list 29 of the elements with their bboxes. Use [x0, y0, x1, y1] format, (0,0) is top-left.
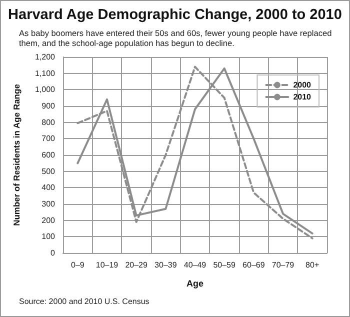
legend-label: 2000 [293, 80, 312, 90]
y-axis-title: Number of Residents in Age Range [12, 84, 22, 226]
y-tick-label: 0 [50, 248, 56, 258]
y-tick-label: 200 [42, 216, 56, 225]
y-tick-label: 800 [42, 118, 56, 127]
x-tick-label: 30–39 [154, 260, 178, 270]
y-tick-label: 600 [42, 150, 56, 160]
y-tick-label: 300 [42, 200, 56, 208]
y-tick-label: 500 [42, 166, 56, 176]
y-tick-label: 1,100 [34, 68, 56, 78]
y-tick-label: 900 [42, 102, 56, 110]
y-tick-label: 1,000 [34, 85, 56, 94]
x-tick-label: 20–29 [125, 260, 148, 270]
x-tick-label: 40–49 [184, 260, 207, 270]
x-tick-label: 0–9 [70, 260, 85, 270]
y-tick-label: 1,200 [34, 52, 56, 62]
x-axis-title: Age [186, 278, 204, 288]
x-tick-label: 70–79 [272, 260, 295, 270]
x-tick-label: 80+ [306, 260, 320, 270]
y-tick-label: 400 [42, 183, 56, 192]
legend-label: 2010 [293, 92, 312, 102]
source-note: Source: 2000 and 2010 U.S. Census [19, 297, 150, 306]
chart-subtitle: As baby boomers have entered their 50s and 60s, fewer young people have replaced them, and the school-age population has begun to decline. [19, 28, 333, 48]
y-tick-label: 100 [42, 232, 56, 242]
y-tick-label: 700 [42, 134, 56, 144]
x-tick-label: 10–19 [96, 260, 119, 270]
x-tick-label: 50–59 [213, 260, 236, 270]
x-tick-label: 60–69 [242, 260, 266, 270]
chart-title: Harvard Age Demographic Change, 2000 to 2010 [7, 7, 343, 23]
